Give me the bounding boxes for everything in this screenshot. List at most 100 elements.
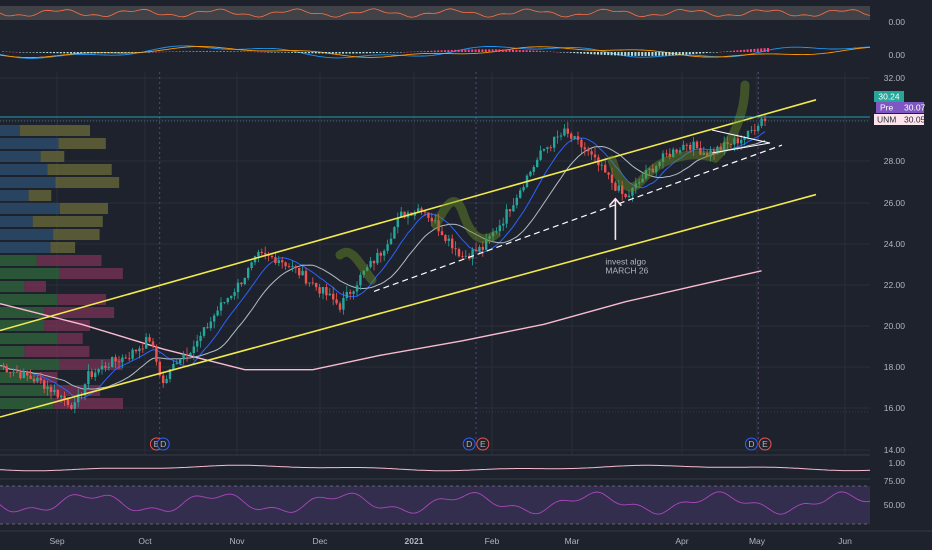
candle-body <box>145 337 148 349</box>
time-axis[interactable]: Sep Oct Nov Dec 2021 Feb Mar Apr May Jun <box>0 530 932 546</box>
volume-profile-bar <box>0 177 56 188</box>
candle-body <box>182 354 185 360</box>
macd-histogram-bar <box>359 52 361 54</box>
macd-histogram-bar <box>144 52 147 53</box>
macd-histogram-bar <box>495 49 497 52</box>
macd-histogram-bar <box>617 52 620 56</box>
volume-profile-bar <box>0 268 60 279</box>
volume-profile <box>0 125 124 409</box>
candle-body <box>230 295 233 299</box>
macd-histogram-bar <box>705 52 708 53</box>
candle-body <box>165 378 168 384</box>
event-marker[interactable] <box>744 437 758 451</box>
time-tick-label: 2021 <box>405 536 424 546</box>
macd-histogram-bar <box>682 52 684 55</box>
candle-body <box>610 174 614 183</box>
macd-histogram-bar <box>165 51 168 53</box>
macd-histogram-bar <box>15 51 18 53</box>
volume-profile-bar <box>58 138 106 149</box>
candle-body <box>689 144 692 150</box>
volume-profile-bar <box>0 242 51 253</box>
macd-histogram-bar <box>709 52 712 53</box>
macd-histogram-bar <box>566 52 569 53</box>
event-marker[interactable] <box>156 437 170 451</box>
event-marker-label: E <box>480 439 486 449</box>
candle-body <box>185 354 189 356</box>
time-tick-label: Dec <box>312 536 328 546</box>
macd-histogram-bar <box>246 51 249 52</box>
candle-body <box>216 310 219 316</box>
candle-body <box>631 187 634 196</box>
volume-profile-bar <box>53 229 100 240</box>
projection-brush <box>607 80 750 192</box>
macd-histogram-bar <box>342 52 344 54</box>
volume-profile-bar <box>0 294 58 305</box>
candle-body <box>253 256 257 263</box>
event-marker[interactable] <box>476 437 490 451</box>
candle-body <box>604 164 607 173</box>
candle-body <box>274 257 277 263</box>
candle-body <box>162 375 165 384</box>
macd-histogram-bar <box>73 52 76 54</box>
macd-histogram-bar <box>172 51 174 52</box>
candle-body <box>576 136 580 140</box>
macd-histogram-bar <box>80 52 83 54</box>
candle-body <box>454 248 457 250</box>
volume-profile-bar <box>0 138 59 149</box>
candle-body <box>379 252 382 256</box>
candle-body <box>223 302 226 303</box>
candle-body <box>743 137 746 140</box>
sma-mid-line <box>0 140 766 390</box>
candle-body <box>587 149 590 152</box>
macd-histogram-bar <box>661 52 664 56</box>
candle-body <box>131 349 134 359</box>
candle-body <box>665 153 668 155</box>
candle-body <box>753 129 756 131</box>
volume-profile-bar <box>0 320 45 331</box>
macd-histogram-bar <box>138 52 140 53</box>
candle-body <box>451 238 454 249</box>
volume-profile-bar <box>44 307 115 318</box>
candle-body <box>175 363 178 364</box>
event-marker[interactable] <box>758 437 772 451</box>
candle-body <box>189 353 192 356</box>
candle-body <box>294 266 297 268</box>
macd-histogram-bar <box>107 52 110 54</box>
event-marker-label: E <box>154 439 160 449</box>
macd-histogram-bar <box>763 48 766 52</box>
candle-body <box>590 151 593 155</box>
macd-histogram-bar <box>586 52 589 54</box>
macd-histogram-bar <box>580 52 582 54</box>
event-marker[interactable] <box>462 437 476 451</box>
macd-histogram-bar <box>539 50 542 52</box>
macd-histogram-bar <box>233 51 236 52</box>
volume-profile-bar <box>0 255 37 266</box>
candle-body <box>236 282 240 293</box>
volume-profile-bar <box>55 177 120 188</box>
macd-histogram-bar <box>433 50 436 52</box>
candle-body <box>298 267 301 276</box>
macd-histogram-bar <box>743 49 746 52</box>
volume-profile-bar <box>24 281 46 292</box>
macd-histogram-bar <box>376 52 378 54</box>
macd-histogram-bar <box>597 52 599 55</box>
candle-body <box>5 366 8 373</box>
volume-profile-bar <box>0 281 25 292</box>
candle-body <box>515 197 518 206</box>
macd-histogram-bar <box>746 49 749 52</box>
candle-body <box>111 357 114 367</box>
candle-body <box>621 185 624 194</box>
macd-histogram-bar <box>522 50 525 52</box>
macd-histogram-bar <box>158 51 161 53</box>
candle-body <box>315 282 318 288</box>
volume-profile-bar <box>59 203 109 214</box>
candle-body <box>332 293 335 300</box>
macd-histogram-bar <box>42 52 45 53</box>
candle-body <box>77 394 80 403</box>
volume-profile-bar <box>50 385 101 396</box>
price-tick-label: 18.00 <box>884 362 906 372</box>
macd-histogram-bar <box>454 49 457 52</box>
